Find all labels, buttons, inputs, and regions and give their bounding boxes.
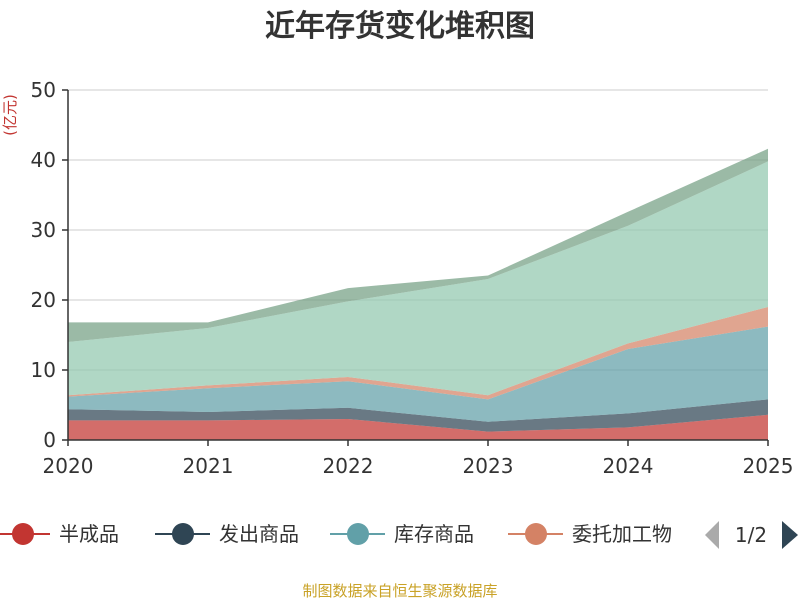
- legend-marker-dot: [12, 523, 34, 545]
- y-tick-label-40: 40: [31, 148, 56, 172]
- legend-label: 委托加工物: [572, 522, 672, 546]
- y-tick-label-30: 30: [31, 218, 56, 242]
- y-tick-label-0: 0: [43, 428, 56, 452]
- legend-label: 发出商品: [219, 522, 299, 546]
- legend-pager: 1/2: [705, 521, 798, 549]
- area-series-2: [68, 399, 768, 432]
- area-series-group: [68, 148, 768, 440]
- x-tick-label-2023: 2023: [463, 454, 514, 478]
- area-series-5: [68, 161, 768, 396]
- legend-next-page-icon[interactable]: [782, 521, 798, 549]
- legend-marker-dot: [347, 523, 369, 545]
- x-tick-label-2021: 2021: [183, 454, 234, 478]
- legend-label: 半成品: [59, 522, 119, 546]
- legend-marker-dot: [525, 523, 547, 545]
- tick-labels: 0 10 20 30 40 50 2020 2021 2022 2023 2024 2025: [31, 78, 794, 478]
- legend-label: 库存商品: [394, 522, 474, 546]
- legend-item-3[interactable]: 库存商品: [330, 522, 474, 546]
- y-tick-label-50: 50: [31, 78, 56, 102]
- data-source-note: 制图数据来自恒生聚源数据库: [302, 582, 497, 600]
- legend-marker-dot: [172, 523, 194, 545]
- chart-title: 近年存货变化堆积图: [265, 9, 535, 44]
- legend-prev-page-icon[interactable]: [705, 521, 719, 549]
- x-tick-label-2022: 2022: [323, 454, 374, 478]
- y-tick-label-20: 20: [31, 288, 56, 312]
- legend: 半成品 发出商品 库存商品 委托加工物: [0, 522, 672, 546]
- legend-page-indicator: 1/2: [735, 523, 767, 547]
- area-series-1: [68, 414, 768, 440]
- legend-item-4[interactable]: 委托加工物: [508, 522, 672, 546]
- area-series-6: [68, 148, 768, 342]
- x-tick-label-2020: 2020: [43, 454, 94, 478]
- y-tick-label-10: 10: [31, 358, 56, 382]
- y-axis-unit: (亿元): [1, 94, 19, 136]
- legend-item-1[interactable]: 半成品: [0, 522, 119, 546]
- axes: [62, 89, 769, 446]
- x-tick-label-2024: 2024: [603, 454, 654, 478]
- legend-item-2[interactable]: 发出商品: [155, 522, 299, 546]
- x-tick-label-2025: 2025: [743, 454, 794, 478]
- area-series-3: [68, 326, 768, 422]
